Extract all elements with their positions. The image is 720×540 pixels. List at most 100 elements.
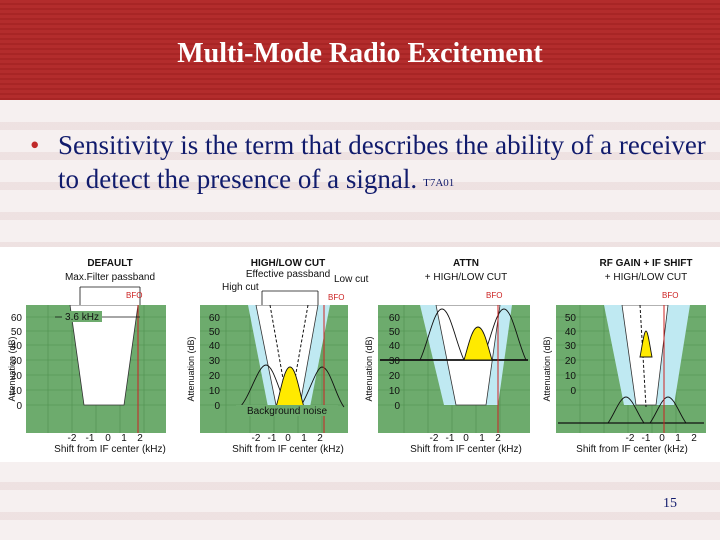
interfering-signal <box>299 366 345 408</box>
bfo-label: BFO <box>662 291 678 300</box>
x-tick: 2 <box>317 433 323 444</box>
noise-label: Background noise <box>247 406 327 417</box>
panel-title: HIGH/LOW CUT <box>251 258 325 269</box>
y-tick: 40 <box>11 341 23 352</box>
interfering-signal <box>481 308 527 361</box>
x-tick: 1 <box>301 433 307 444</box>
filter-figure: DEFAULT Max.Filter passband BFO 3.6 kHz … <box>0 247 720 462</box>
low-cut-label: Low cut <box>334 274 369 285</box>
panel-title: ATTN <box>453 258 479 269</box>
y-tick: 20 <box>11 371 23 382</box>
x-tick: 2 <box>137 433 143 444</box>
y-tick: 20 <box>389 371 401 382</box>
bfo-label: BFO <box>486 291 502 300</box>
y-ticks: 50 40 30 20 10 0 <box>565 313 577 397</box>
y-ticks: 60 50 40 30 20 10 0 <box>389 313 401 412</box>
bandwidth-label: 3.6 kHz <box>65 312 99 323</box>
interfering-signal <box>607 396 645 424</box>
y-tick: 60 <box>389 313 401 324</box>
y-tick: 10 <box>11 386 23 397</box>
y-tick: 50 <box>209 327 221 338</box>
x-ticks: -2 -1 0 1 2 <box>430 433 502 444</box>
y-tick: 0 <box>570 386 576 397</box>
y-tick: 30 <box>11 356 23 367</box>
desired-signal <box>463 326 493 361</box>
slide-title: Multi-Mode Radio Excitement <box>177 38 543 69</box>
x-tick: -2 <box>68 433 77 444</box>
y-tick: 50 <box>389 327 401 338</box>
x-tick: -2 <box>252 433 261 444</box>
x-ticks: -2 -1 0 1 2 <box>68 433 144 444</box>
y-tick: 30 <box>389 356 401 367</box>
y-tick: 50 <box>11 327 23 338</box>
x-tick: -2 <box>626 433 635 444</box>
label-bg <box>62 311 102 322</box>
interfering-signal <box>419 308 465 361</box>
bullet-marker: • <box>30 130 40 160</box>
panel-attn: ATTN + HIGH/LOW CUT BFO Attenuation (dB)… <box>364 258 530 455</box>
filter-diagram: DEFAULT Max.Filter passband BFO 3.6 kHz … <box>7 258 706 455</box>
bullet-text: Sensitivity is the term that describes t… <box>58 130 706 194</box>
x-tick: 0 <box>659 433 665 444</box>
desired-signal <box>639 330 653 358</box>
x-tick: -1 <box>268 433 277 444</box>
y-tick: 0 <box>214 401 220 412</box>
y-tick: 20 <box>565 356 577 367</box>
x-axis-label: Shift from IF center (kHz) <box>410 444 522 455</box>
x-axis-label: Shift from IF center (kHz) <box>576 444 688 455</box>
bfo-label: BFO <box>126 291 142 300</box>
x-tick: 0 <box>105 433 111 444</box>
passband-shape <box>69 305 139 406</box>
label-bg <box>236 405 338 416</box>
x-tick: 1 <box>479 433 485 444</box>
y-ticks: 60 50 40 30 20 10 0 <box>209 313 221 412</box>
y-tick: 60 <box>209 313 221 324</box>
panel-rf-gain-if-shift: RF GAIN + IF SHIFT + HIGH/LOW CUT BFO At… <box>542 258 706 455</box>
panel-subtitle: Effective passband <box>246 269 330 280</box>
y-axis-label: Attenuation (dB) <box>364 336 374 401</box>
y-tick: 40 <box>565 327 577 338</box>
panel-title: DEFAULT <box>87 258 132 269</box>
panel-title: RF GAIN + IF SHIFT <box>599 258 692 269</box>
title-bar: Multi-Mode Radio Excitement <box>0 0 720 100</box>
x-tick: 2 <box>495 433 501 444</box>
panel-high-low-cut: HIGH/LOW CUT Effective passband High cut… <box>186 258 369 455</box>
interfering-signal <box>649 396 687 424</box>
y-tick: 30 <box>565 341 577 352</box>
y-tick: 10 <box>565 371 577 382</box>
y-axis-label: Attenuation (dB) <box>186 336 196 401</box>
x-tick: 1 <box>121 433 127 444</box>
plot-content <box>378 305 530 433</box>
x-ticks: -2 -1 0 1 2 <box>252 433 324 444</box>
y-tick: 50 <box>565 313 577 324</box>
x-tick: -1 <box>642 433 651 444</box>
x-tick: -2 <box>430 433 439 444</box>
question-reference: T7A01 <box>423 177 455 189</box>
desired-signal <box>275 366 305 408</box>
x-tick: 1 <box>675 433 681 444</box>
x-axis-label: Shift from IF center (kHz) <box>232 444 344 455</box>
page-number: 15 <box>663 496 677 511</box>
y-tick: 60 <box>11 313 23 324</box>
y-tick: 10 <box>209 386 221 397</box>
x-tick: -1 <box>446 433 455 444</box>
x-ticks: -2 -1 0 1 2 <box>626 433 698 444</box>
y-ticks: 60 50 40 30 20 10 0 <box>11 313 23 412</box>
y-axis-label: Attenuation (dB) <box>7 336 17 401</box>
panel-subtitle: + HIGH/LOW CUT <box>425 272 508 283</box>
panel-subtitle: Max.Filter passband <box>65 272 155 283</box>
y-tick: 30 <box>209 356 221 367</box>
bullet-item: Sensitivity is the term that describes t… <box>58 128 708 200</box>
y-tick: 20 <box>209 371 221 382</box>
plot-content <box>200 305 348 433</box>
y-tick: 40 <box>209 341 221 352</box>
y-tick: 40 <box>389 341 401 352</box>
x-tick: -1 <box>86 433 95 444</box>
high-cut-label: High cut <box>222 282 259 293</box>
x-tick: 0 <box>463 433 469 444</box>
x-tick: 2 <box>691 433 697 444</box>
panel-subtitle: + HIGH/LOW CUT <box>605 272 688 283</box>
bfo-label: BFO <box>328 293 344 302</box>
y-tick: 10 <box>389 386 401 397</box>
x-axis-label: Shift from IF center (kHz) <box>54 444 166 455</box>
